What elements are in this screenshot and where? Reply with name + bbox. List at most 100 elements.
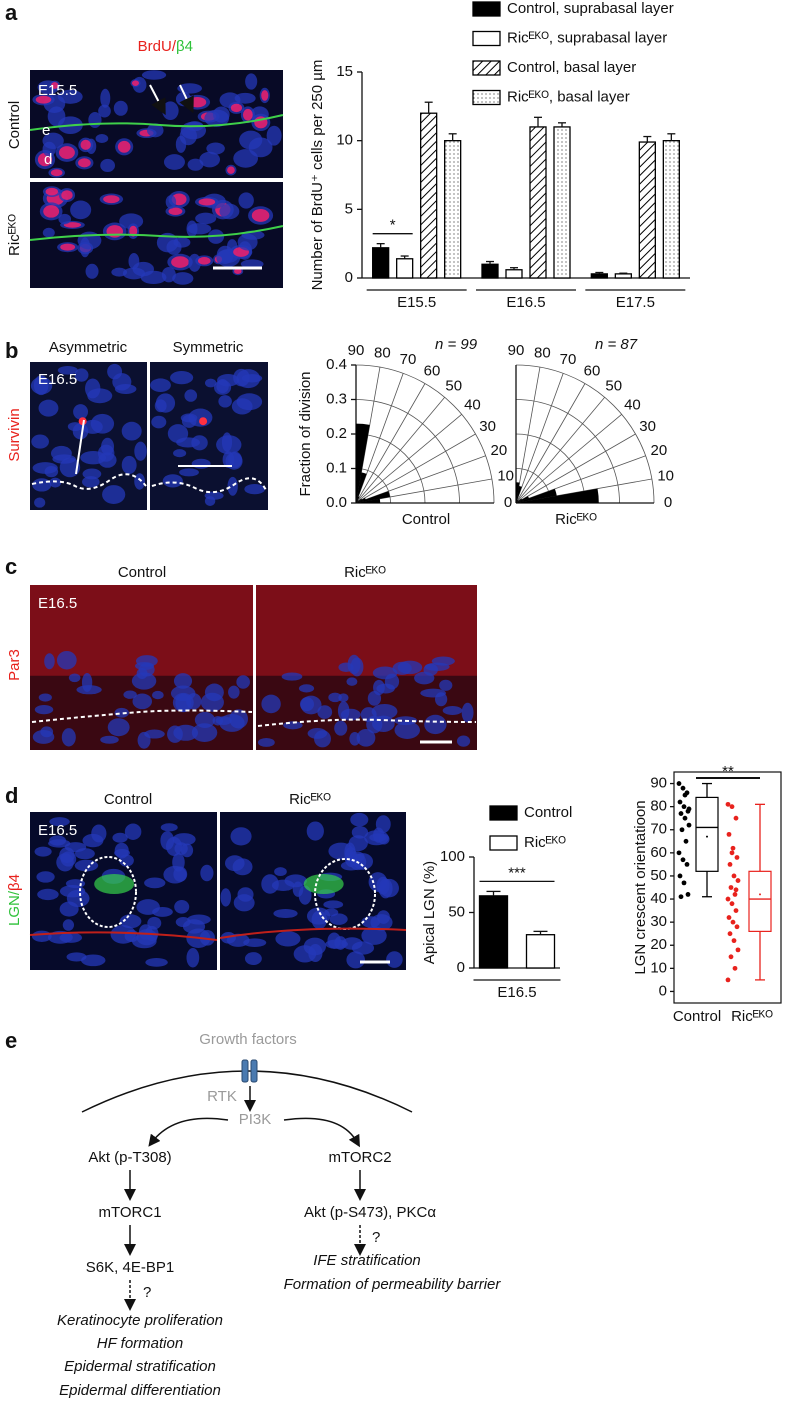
nucleus (334, 720, 348, 736)
basement-line (219, 927, 407, 939)
point (676, 781, 682, 786)
grid-arc (515, 364, 655, 504)
nucleus-label (45, 187, 58, 196)
nucleus (236, 675, 250, 689)
nucleus (204, 109, 230, 127)
r-tick-label: 0.4 (326, 356, 347, 373)
bar (396, 258, 414, 279)
nucleus-label (188, 97, 207, 108)
wedge (356, 497, 366, 503)
column-label: Control (118, 564, 166, 581)
nucleus (42, 227, 55, 238)
angle-label: 30 (639, 418, 656, 435)
dashed-line (31, 473, 147, 490)
nucleus (306, 907, 331, 925)
nucleus-label (242, 108, 253, 121)
nucleus (80, 450, 107, 465)
nucleus (49, 817, 70, 827)
nucleus (123, 690, 137, 699)
nucleus (167, 424, 189, 443)
y-tick-label: 100 (440, 848, 465, 865)
nucleus (82, 476, 100, 488)
point (734, 924, 740, 930)
nucleus (328, 842, 354, 860)
angle-label: 80 (534, 344, 551, 361)
nucleus (424, 714, 447, 735)
nucleus (346, 951, 366, 969)
nucleus (239, 130, 263, 150)
node-label: mTORC2 (328, 1149, 391, 1166)
point (676, 850, 682, 856)
node-label: PI3K (239, 1111, 272, 1128)
nucleus (439, 679, 453, 691)
nucleus (175, 135, 187, 153)
nucleus (44, 653, 55, 670)
nucleus (233, 894, 255, 912)
angle-label: 0 (664, 494, 672, 511)
significance: *** (508, 864, 526, 881)
nucleus (237, 233, 258, 251)
y-tick-label: 60 (650, 844, 667, 861)
mean (759, 893, 761, 896)
angle-label: 50 (445, 378, 462, 395)
y-tick-label: 50 (448, 903, 465, 920)
nucleus (230, 827, 252, 846)
row-label: Ricᴱᴷᴼ (6, 214, 23, 256)
outcome: Keratinocyte proliferation (57, 1312, 223, 1329)
nucleus (95, 134, 109, 143)
legend-swatch (489, 805, 518, 821)
point (682, 815, 688, 821)
stain-label: Survivin (6, 408, 23, 461)
x-tick-label: E15.5 (397, 294, 436, 311)
legend-swatch (472, 1, 501, 17)
nucleus (187, 914, 211, 925)
point (679, 827, 685, 833)
legend-swatch (472, 30, 501, 47)
panel-letter: d (5, 783, 18, 808)
nucleus (76, 685, 102, 695)
nucleus (56, 650, 77, 670)
x-tick-label: E16.5 (497, 984, 536, 1001)
nucleus (227, 476, 238, 496)
legend-label: Ricᴱᴷᴼ, suprabasal layer (507, 29, 667, 46)
nucleus (204, 496, 216, 506)
n-label: n = 87 (595, 336, 638, 353)
nucleus (38, 399, 59, 417)
nucleus (234, 92, 256, 104)
nucleus (81, 954, 106, 967)
angle-label: 90 (508, 342, 525, 359)
y-axis-label: Apical LGN (%) (421, 861, 438, 964)
nucleus (275, 931, 301, 947)
legend-swatch (489, 835, 518, 851)
point (677, 799, 683, 805)
nucleus (224, 855, 245, 872)
nucleus (199, 151, 221, 168)
nucleus (244, 952, 262, 965)
nucleus (337, 701, 350, 721)
point (677, 873, 683, 879)
outcome: Epidermal differentiation (59, 1382, 221, 1399)
nucleus (229, 709, 249, 729)
nucleus (184, 389, 198, 402)
point (733, 815, 739, 821)
nucleus (300, 695, 322, 715)
nucleus (155, 393, 176, 413)
nucleus (219, 203, 240, 220)
nucleus (102, 485, 126, 505)
point (686, 806, 692, 812)
stage-label: E16.5 (38, 371, 77, 388)
n-label: n = 99 (435, 336, 478, 353)
nucleus-label (197, 256, 211, 265)
point (683, 838, 689, 844)
dashed-line (31, 709, 253, 723)
micrograph-texture (30, 70, 477, 969)
nucleus (187, 158, 204, 171)
nucleus (114, 707, 129, 718)
panel-letter: c (5, 554, 17, 579)
nucleus (134, 441, 147, 461)
point (678, 811, 684, 816)
grid-spoke (515, 433, 636, 504)
point (735, 878, 741, 883)
nucleus (74, 368, 89, 382)
nucleus (361, 926, 387, 945)
